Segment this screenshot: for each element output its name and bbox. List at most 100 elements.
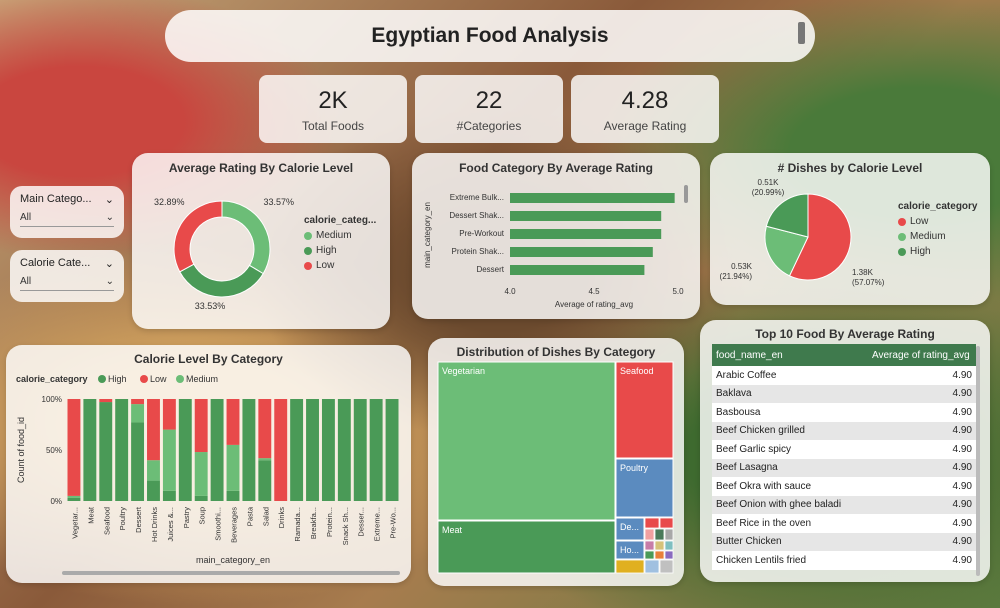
stacked-bar-segment[interactable]: [131, 422, 145, 501]
stacked-bar-segment[interactable]: [99, 402, 113, 501]
bar[interactable]: [510, 229, 662, 239]
treemap-cell-small[interactable]: [654, 540, 665, 551]
treemap-cell-hot-drinks[interactable]: [615, 540, 645, 560]
stacked-bar-segment[interactable]: [162, 429, 176, 491]
legend-item-medium[interactable]: Medium: [898, 231, 978, 242]
donut-slice-medium[interactable]: [221, 200, 271, 275]
treemap-chart[interactable]: Vegetarian Meat Seafood Poultry De... Ho...: [428, 360, 684, 584]
stacked-bar-segment[interactable]: [306, 399, 319, 501]
stacked-bar-segment[interactable]: [369, 399, 383, 501]
stacked-bar-segment[interactable]: [337, 399, 351, 501]
stacked-bar-segment[interactable]: [99, 399, 113, 403]
bar[interactable]: [510, 193, 675, 203]
column-header-rating[interactable]: Average of rating_avg: [868, 344, 976, 366]
stacked-bar-segment[interactable]: [147, 460, 160, 481]
table-row[interactable]: Basbousa 4.90: [712, 403, 976, 422]
stacked-bar-segment[interactable]: [67, 399, 81, 496]
table-row[interactable]: Beef Garlic spicy 4.90: [712, 440, 976, 459]
chart-scrollbar[interactable]: [684, 185, 688, 203]
treemap-cell-small[interactable]: [644, 550, 655, 560]
bar[interactable]: [510, 265, 645, 275]
slicer-calorie-category[interactable]: Calorie Cate... ⌄ All ⌄: [10, 250, 124, 302]
table-row[interactable]: Arabic Coffee 4.90: [712, 366, 976, 385]
stacked-bar-segment[interactable]: [258, 458, 272, 461]
table-row[interactable]: Baklava 4.90: [712, 384, 976, 403]
column-header-food-name[interactable]: food_name_en: [712, 344, 868, 366]
bar-chart[interactable]: Extreme Bulk... Dessert Shak... Pre-Workou…: [412, 177, 700, 317]
legend-label[interactable]: Low: [150, 374, 167, 384]
table-row[interactable]: Beef Onion with ghee baladi 4.90: [712, 495, 976, 514]
stacked-bar-segment[interactable]: [115, 399, 129, 501]
legend-label[interactable]: High: [108, 374, 127, 384]
pie-slice-medium[interactable]: [764, 225, 809, 277]
table-row[interactable]: Butter Chicken 4.90: [712, 532, 976, 551]
stacked-bar-segment[interactable]: [290, 399, 304, 501]
treemap-cell-small[interactable]: [659, 517, 674, 529]
stacked-bar-segment[interactable]: [178, 399, 192, 501]
treemap-cell-small[interactable]: [615, 559, 645, 574]
legend-item-low[interactable]: Low: [304, 260, 376, 271]
stacked-bar-segment[interactable]: [321, 399, 335, 501]
stacked-bar-segment[interactable]: [67, 495, 81, 498]
table-row[interactable]: Beef Lasagna 4.90: [712, 458, 976, 477]
treemap-cell-small[interactable]: [664, 528, 674, 541]
treemap-cell-small[interactable]: [644, 517, 660, 529]
chevron-down-icon[interactable]: ⌄: [104, 258, 114, 270]
table-scrollbar[interactable]: [976, 346, 980, 576]
stacked-bar-segment[interactable]: [162, 399, 176, 430]
table-row[interactable]: Beef Okra with sauce 4.90: [712, 477, 976, 496]
stacked-bar-segment[interactable]: [258, 460, 272, 501]
stacked-bar-segment[interactable]: [83, 399, 97, 501]
stacked-bar-segment[interactable]: [147, 480, 160, 501]
treemap-cell-vegetarian[interactable]: [437, 361, 616, 521]
bar[interactable]: [510, 211, 662, 221]
legend-item-low[interactable]: Low: [898, 216, 978, 227]
treemap-cell-small[interactable]: [664, 540, 674, 551]
treemap-cell-small[interactable]: [644, 540, 655, 551]
treemap-cell-dessert[interactable]: [615, 517, 645, 541]
stacked-bar-segment[interactable]: [210, 399, 224, 501]
legend-marker[interactable]: [98, 375, 106, 383]
legend-item-high[interactable]: High: [898, 246, 978, 257]
chart-scrollbar[interactable]: [62, 571, 400, 575]
treemap-cell-small[interactable]: [654, 528, 665, 541]
treemap-cell-seafood[interactable]: [615, 361, 674, 459]
stacked-bar-segment[interactable]: [258, 399, 272, 459]
stacked-bar-segment[interactable]: [131, 399, 145, 405]
stacked-bar-segment[interactable]: [274, 399, 288, 501]
treemap-cell-poultry[interactable]: [615, 458, 674, 518]
stacked-bar-segment[interactable]: [131, 404, 145, 423]
stacked-bar-segment[interactable]: [67, 497, 81, 501]
stacked-bar-segment[interactable]: [162, 490, 176, 501]
stacked-bar-segment[interactable]: [194, 399, 208, 453]
treemap-cell-small[interactable]: [644, 528, 655, 541]
stacked-bar-segment[interactable]: [147, 399, 160, 461]
stacked-bar-segment[interactable]: [385, 399, 399, 501]
stacked-bar-segment[interactable]: [194, 452, 208, 496]
table-row[interactable]: Beef Rice in the oven 4.90: [712, 514, 976, 533]
stacked-bar-segment[interactable]: [226, 444, 240, 491]
treemap-cell-small[interactable]: [659, 559, 674, 574]
chevron-down-icon[interactable]: ⌄: [104, 194, 114, 206]
legend-marker[interactable]: [140, 375, 148, 383]
donut-chart[interactable]: 33.57% 33.53% 32.89%: [132, 177, 390, 327]
bar[interactable]: [510, 247, 653, 257]
treemap-cell-meat[interactable]: [437, 520, 616, 574]
pie-slice-low[interactable]: [788, 193, 852, 281]
treemap-cell-small[interactable]: [644, 559, 660, 574]
treemap-cell-small[interactable]: [654, 550, 665, 560]
donut-slice-low[interactable]: [173, 200, 223, 273]
title-scrollbar[interactable]: [798, 22, 805, 44]
legend-label[interactable]: Medium: [186, 374, 218, 384]
treemap-cell-small[interactable]: [664, 550, 674, 560]
stacked-bar-segment[interactable]: [226, 490, 240, 501]
stacked-bar-segment[interactable]: [242, 399, 256, 501]
legend-marker[interactable]: [176, 375, 184, 383]
donut-slice-high[interactable]: [179, 263, 264, 298]
chevron-down-icon[interactable]: ⌄: [105, 276, 114, 287]
slicer-main-category[interactable]: Main Catego... ⌄ All ⌄: [10, 186, 124, 238]
stacked-bar-segment[interactable]: [194, 495, 208, 501]
chevron-down-icon[interactable]: ⌄: [105, 212, 114, 223]
legend-item-medium[interactable]: Medium: [304, 230, 376, 241]
pie-chart[interactable]: 1.38K(57.07%) 0.53K(21.94%) 0.51K(20.99%): [710, 177, 990, 303]
